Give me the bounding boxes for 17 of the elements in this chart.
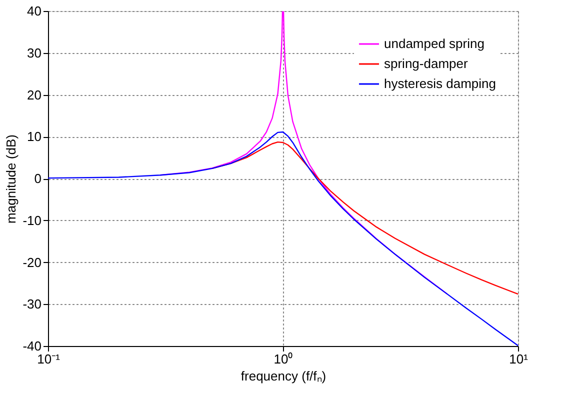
legend-label: hysteresis damping bbox=[384, 76, 496, 91]
y-tick-label: -10 bbox=[22, 212, 42, 228]
legend-label: spring-damper bbox=[384, 56, 468, 71]
x-tick-label: 10¹ bbox=[509, 352, 529, 366]
y-tick-label: 0 bbox=[34, 171, 42, 186]
y-tick-label: -20 bbox=[22, 254, 42, 270]
y-tick-label: -30 bbox=[22, 296, 42, 312]
y-tick-label: 30 bbox=[27, 45, 42, 60]
y-tick-label: 20 bbox=[27, 87, 42, 102]
y-tick-label: 40 bbox=[27, 4, 42, 18]
y-tick-label: -40 bbox=[22, 338, 42, 354]
x-tick-label: 10⁻¹ bbox=[37, 352, 61, 366]
legend-label: undamped spring bbox=[384, 36, 484, 51]
y-axis-title: magnitude (dB) bbox=[4, 134, 19, 224]
x-tick-label: 10⁰ bbox=[274, 352, 294, 366]
x-axis-title: frequency (f/fₙ) bbox=[240, 368, 326, 384]
y-tick-label: 10 bbox=[27, 129, 42, 144]
